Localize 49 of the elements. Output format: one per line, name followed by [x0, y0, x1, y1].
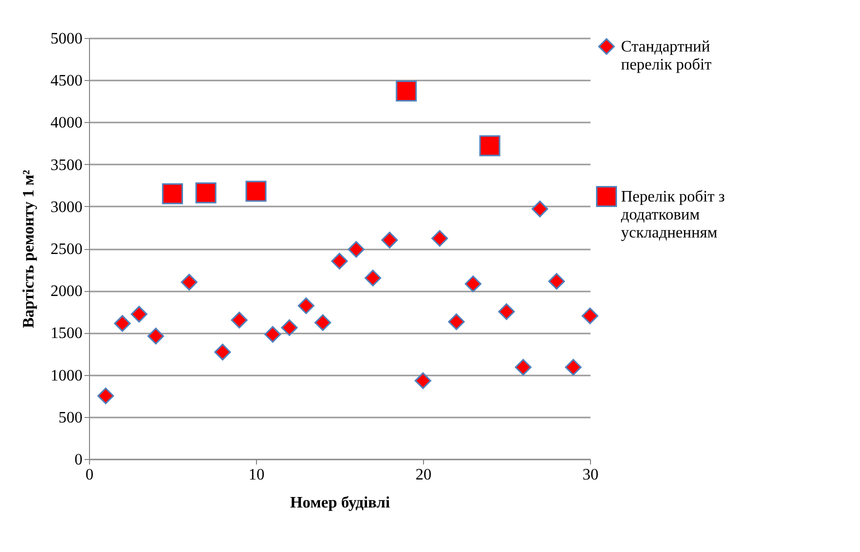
point — [548, 273, 565, 290]
x-tick-label: 10 — [248, 466, 264, 484]
y-tick-label: 0 — [74, 452, 82, 468]
y-tick-label: 4000 — [50, 114, 82, 132]
point — [479, 135, 500, 156]
x-tick-label: 30 — [582, 466, 598, 484]
point — [298, 297, 314, 314]
y-tick-label: 1500 — [50, 325, 82, 342]
point — [331, 252, 348, 270]
point — [147, 328, 164, 344]
point — [264, 326, 282, 343]
x-tick-label: 0 — [86, 466, 94, 484]
point — [281, 319, 298, 336]
x-tick-label: 20 — [416, 466, 432, 484]
y-tick-label: 2000 — [50, 283, 82, 300]
point — [364, 270, 382, 286]
y-tick-label: 5000 — [50, 30, 82, 48]
y-tick-label: 3500 — [50, 156, 82, 174]
point — [180, 274, 198, 291]
y-tick-label: 3000 — [50, 198, 82, 216]
point — [396, 80, 417, 102]
point — [532, 200, 548, 218]
point — [314, 314, 332, 331]
point — [498, 303, 515, 320]
point — [582, 308, 598, 324]
point — [564, 358, 582, 376]
point — [514, 358, 532, 376]
point — [414, 372, 432, 390]
point — [97, 388, 114, 404]
y-tick-label: 2500 — [50, 241, 82, 258]
point — [381, 232, 398, 248]
y-tick-label: 500 — [58, 409, 82, 426]
point — [114, 315, 131, 332]
point — [348, 241, 365, 258]
y-tick-label: 4500 — [50, 72, 82, 90]
point — [162, 183, 183, 204]
point — [448, 313, 465, 330]
point — [195, 182, 216, 204]
point — [464, 276, 482, 292]
legend-label: Перелік робіт з додатковим ускладненням — [621, 188, 725, 242]
legend-label: Стандартний перелік робіт — [621, 38, 712, 74]
y-tick-label: 1000 — [50, 367, 82, 384]
point — [230, 312, 248, 328]
point — [130, 306, 148, 323]
point — [246, 180, 266, 202]
x-axis-title: Номер будівлі — [290, 494, 390, 512]
y-axis-title: Вартість ремонту 1 м² — [20, 170, 38, 328]
point — [431, 230, 448, 247]
point — [214, 344, 231, 360]
